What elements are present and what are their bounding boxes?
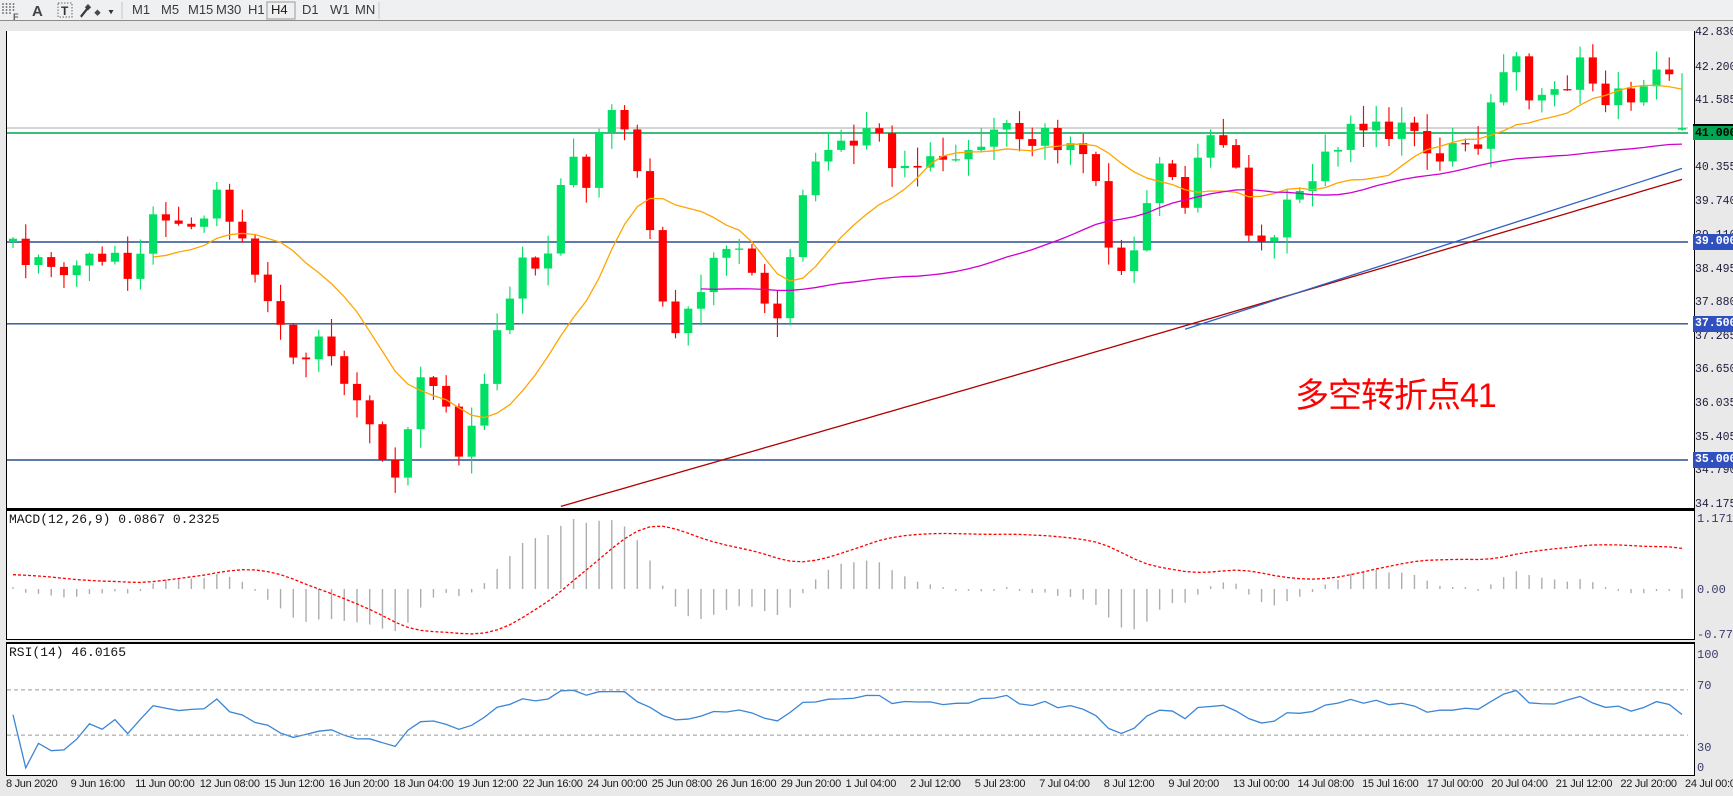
svg-text:A: A <box>32 3 43 20</box>
svg-text:F: F <box>13 12 19 21</box>
svg-text:T: T <box>61 4 69 18</box>
